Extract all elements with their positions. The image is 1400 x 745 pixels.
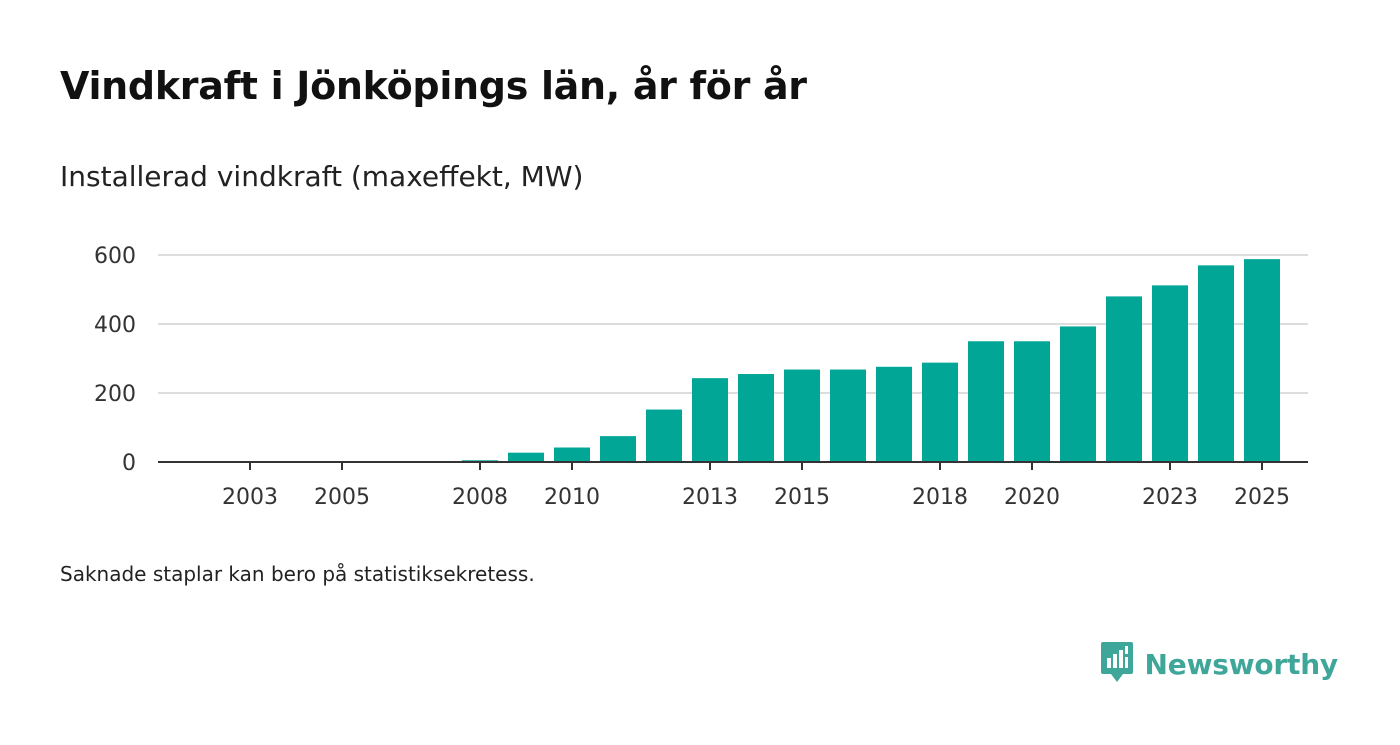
bar-2009	[508, 452, 544, 462]
bar-2017	[876, 366, 912, 462]
bar-2011	[600, 436, 636, 462]
x-tick-label: 2005	[314, 485, 370, 510]
newsworthy-logo-icon	[1099, 640, 1135, 688]
bar-2019	[968, 341, 1004, 462]
x-tick-label: 2008	[452, 485, 508, 510]
bar-2014	[738, 374, 774, 462]
x-tick-label: 2013	[682, 485, 738, 510]
brand[interactable]: Newsworthy	[1099, 640, 1338, 688]
bar-2025	[1244, 259, 1280, 462]
bar-2024	[1198, 265, 1234, 462]
x-tick-label: 2023	[1142, 485, 1198, 510]
bar-2018	[922, 362, 958, 462]
x-tick-label: 2020	[1004, 485, 1060, 510]
chart-subtitle: Installerad vindkraft (maxeffekt, MW)	[60, 160, 584, 193]
bars	[462, 259, 1280, 462]
x-tick-label: 2025	[1234, 485, 1290, 510]
bar-2022	[1106, 296, 1142, 462]
y-tick-label: 0	[122, 451, 136, 476]
chart-title: Vindkraft i Jönköpings län, år för år	[60, 64, 807, 108]
brand-name: Newsworthy	[1144, 647, 1339, 681]
bar-2013	[692, 378, 728, 462]
y-tick-label: 200	[94, 382, 136, 407]
x-tick-label: 2015	[774, 485, 830, 510]
bar-2021	[1060, 326, 1096, 462]
bar-2012	[646, 409, 682, 462]
bar-2016	[830, 369, 866, 462]
footnote: Saknade staplar kan bero på statistiksek…	[60, 562, 535, 586]
axes: 0 200 400 600 2003 2005 2008 2010 2013 2015 2018 20…	[94, 244, 1308, 510]
bar-2010	[554, 447, 590, 462]
bar-2023	[1152, 285, 1188, 462]
bar-2020	[1014, 341, 1050, 462]
y-tick-label: 600	[94, 244, 136, 269]
bar-2015	[784, 369, 820, 462]
y-tick-label: 400	[94, 313, 136, 338]
x-tick-label: 2010	[544, 485, 600, 510]
x-tick-label: 2003	[222, 485, 278, 510]
x-tick-label: 2018	[912, 485, 968, 510]
